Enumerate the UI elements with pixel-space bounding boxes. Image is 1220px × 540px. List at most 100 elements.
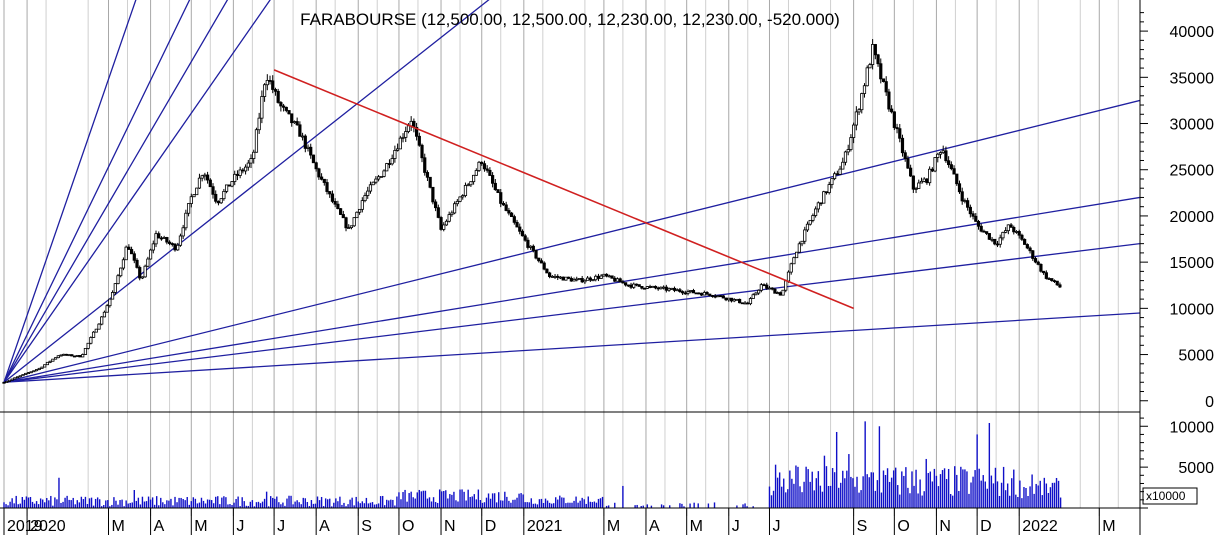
volume-bar — [947, 468, 950, 508]
candle-body — [808, 219, 812, 225]
x-tick-label: N — [444, 518, 456, 535]
candle-body — [64, 353, 69, 356]
volume-tick-label: 5000 — [1178, 460, 1214, 477]
candle-body — [762, 284, 766, 287]
candle-body — [884, 81, 888, 93]
volume-bar — [561, 497, 563, 508]
candle-body — [567, 276, 571, 279]
volume-bar — [1025, 487, 1027, 508]
candle-body — [531, 245, 535, 251]
x-tick-label: S — [361, 518, 372, 535]
volume-bar — [369, 502, 372, 508]
volume-bar — [483, 502, 486, 508]
volume-bar — [72, 497, 74, 508]
candle-body — [195, 187, 199, 196]
candle-body — [176, 244, 180, 251]
volume-bar — [410, 491, 412, 508]
candle-body — [539, 260, 544, 264]
volume-bar — [107, 500, 109, 508]
candle-body — [659, 286, 663, 290]
volume-bar — [210, 500, 213, 508]
candle-body — [40, 366, 44, 369]
volume-bar — [783, 478, 785, 508]
volume-bar — [713, 502, 716, 508]
volume-bar — [286, 498, 288, 508]
volume-bar — [384, 505, 386, 508]
candle-body — [5, 381, 9, 383]
volume-bar — [528, 502, 530, 508]
fan-line — [3, 0, 191, 383]
volume-bar — [848, 454, 850, 508]
candle-body — [518, 226, 522, 232]
volume-bar — [282, 502, 284, 508]
candle-body — [314, 162, 318, 170]
volume-bar — [921, 495, 923, 508]
volume-bar — [793, 483, 795, 508]
candle-body — [949, 164, 953, 170]
candle-body — [656, 287, 660, 290]
volume-bar — [785, 492, 787, 508]
volume-bar — [776, 477, 779, 508]
volume-bar — [241, 497, 243, 508]
volume-bar — [438, 489, 441, 508]
candle-body — [211, 186, 215, 195]
candle-body — [436, 207, 440, 218]
volume-bar — [359, 503, 361, 508]
candle-body — [368, 184, 373, 192]
candle-body — [425, 172, 430, 178]
volume-bar — [683, 506, 685, 508]
volume-bar — [153, 504, 156, 508]
candle-body — [338, 208, 343, 215]
candle-body — [773, 288, 777, 294]
candle-body — [789, 263, 793, 273]
volume-bar — [744, 503, 746, 508]
volume-bar — [249, 501, 252, 508]
volume-bar — [253, 506, 256, 508]
candle-body — [822, 191, 826, 204]
volume-bar — [1055, 477, 1058, 508]
volume-bar — [811, 471, 813, 508]
candle-body — [686, 291, 690, 294]
candle-body — [374, 178, 378, 183]
volume-bar — [296, 500, 298, 508]
volume-bar — [365, 497, 368, 508]
volume-bar — [943, 468, 946, 508]
volume-bar — [516, 497, 518, 508]
candle-body — [482, 163, 487, 170]
candle-body — [580, 278, 584, 283]
volume-bar — [1015, 494, 1017, 508]
candle-body — [357, 208, 362, 213]
volume-bar — [449, 494, 451, 508]
candle-body — [651, 285, 655, 288]
volume-bar — [445, 490, 447, 508]
volume-bar — [919, 479, 921, 508]
x-tick-label: 2019 — [7, 518, 43, 535]
volume-bar — [960, 466, 962, 508]
candle-body — [447, 214, 451, 222]
candle-body — [868, 64, 872, 69]
volume-bar — [520, 493, 522, 508]
volume-bar — [202, 500, 205, 508]
candle-body — [300, 135, 305, 138]
volume-bar — [876, 480, 879, 508]
volume-bar — [237, 496, 239, 508]
volume-bar — [996, 481, 999, 508]
candle-body — [952, 168, 956, 175]
candle-body — [1042, 270, 1046, 274]
volume-bar — [192, 497, 195, 508]
volume-bar — [935, 475, 938, 508]
volume-bar — [1051, 482, 1054, 508]
candle-body — [542, 262, 546, 270]
volume-bar — [894, 467, 897, 508]
candle-body — [110, 292, 115, 300]
candle-body — [811, 215, 815, 221]
candle-body — [515, 221, 519, 228]
volume-bar — [774, 464, 777, 508]
volume-bar — [1059, 497, 1062, 508]
x-tick-label: J — [772, 518, 780, 535]
volume-bar — [917, 493, 919, 508]
volume-bar — [316, 496, 319, 508]
volume-bar — [595, 502, 598, 508]
volume-unit-box — [1142, 487, 1198, 505]
